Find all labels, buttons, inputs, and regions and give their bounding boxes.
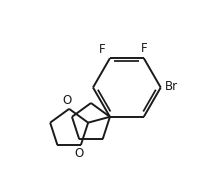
Text: F: F (140, 42, 147, 55)
Text: Br: Br (165, 80, 178, 93)
Text: O: O (63, 94, 72, 107)
Text: O: O (74, 147, 84, 160)
Text: F: F (99, 43, 106, 56)
